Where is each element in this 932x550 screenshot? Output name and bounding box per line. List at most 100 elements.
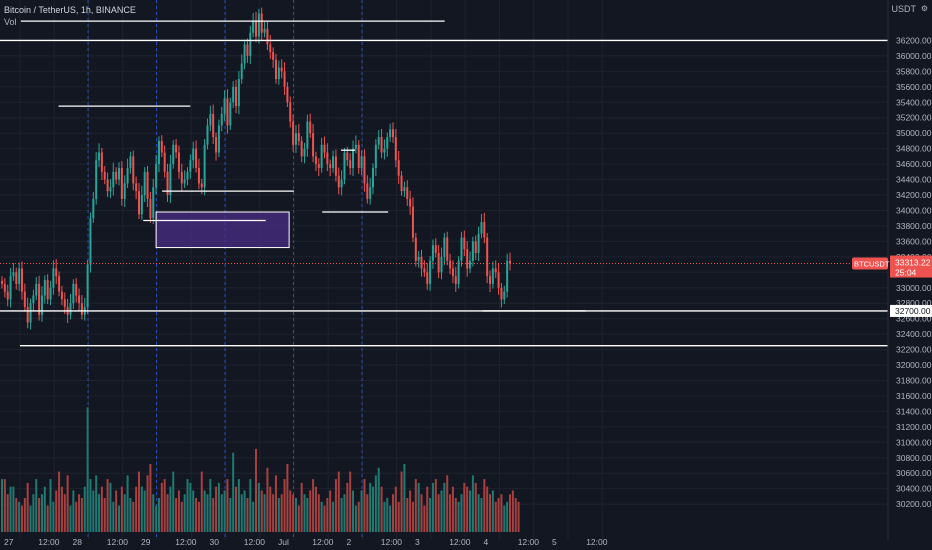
candle-body: [314, 156, 317, 165]
volume-bar: [360, 490, 363, 532]
candle-body: [189, 160, 192, 172]
volume-bar: [126, 475, 129, 532]
y-tick-label: 30800.00: [896, 453, 932, 463]
volume-bar: [289, 490, 292, 532]
volume-bar: [106, 479, 109, 532]
candle-body: [477, 233, 480, 253]
volume-bar: [517, 501, 520, 532]
volume-bar: [334, 479, 337, 532]
candle-body: [166, 171, 169, 196]
y-tick-label: 33600.00: [896, 236, 932, 246]
volume-bar: [377, 467, 380, 532]
volume-bar: [372, 486, 375, 532]
volume-bar: [237, 479, 240, 532]
volume-bar: [306, 498, 309, 532]
volume-bar: [443, 482, 446, 532]
volume-bar: [38, 498, 41, 532]
candle-body: [360, 156, 363, 168]
candle-body: [320, 144, 323, 168]
candle-body: [52, 268, 55, 288]
volume-bar: [12, 486, 15, 532]
y-tick-label: 32400.00: [896, 329, 932, 339]
candle-body: [240, 63, 243, 80]
symbol-title[interactable]: Bitcoin / TetherUS, 1h, BINANCE: [4, 5, 136, 15]
candle-body: [235, 86, 238, 107]
candle-body: [129, 156, 132, 168]
candle-body: [55, 268, 58, 277]
candle-body: [152, 187, 155, 219]
currency-label[interactable]: USDT: [891, 4, 917, 14]
volume-bar: [217, 482, 220, 532]
candle-body: [506, 260, 509, 292]
volume-bar: [320, 501, 323, 532]
candle-body: [403, 187, 406, 192]
y-tick-label: 32200.00: [896, 345, 932, 355]
candle-body: [406, 187, 409, 199]
candle-body: [155, 164, 158, 188]
volume-bar: [374, 475, 377, 532]
volume-bar: [454, 498, 457, 532]
candle-body: [263, 28, 266, 33]
candle-body: [146, 171, 149, 199]
candle-body: [269, 44, 272, 53]
volume-bar: [246, 498, 249, 532]
volume-bar: [215, 486, 218, 532]
candle-body: [423, 268, 426, 273]
level-badge[interactable]: [890, 304, 932, 317]
y-tick-label: 35000.00: [896, 128, 932, 138]
volume-bar: [369, 482, 372, 532]
candle-body: [226, 98, 229, 126]
candle-body: [354, 144, 357, 149]
volume-bar: [391, 494, 394, 532]
candle-body: [115, 171, 118, 180]
candle-body: [217, 125, 220, 153]
ticker-tag[interactable]: [852, 257, 888, 270]
price-badge[interactable]: [890, 255, 932, 278]
x-tick-label: 12:00: [312, 537, 334, 547]
volume-label[interactable]: Vol: [4, 17, 17, 27]
volume-bar: [346, 482, 349, 532]
x-tick-label: 27: [4, 537, 14, 547]
supply-zone-box[interactable]: [155, 211, 290, 249]
volume-bar: [260, 490, 263, 532]
x-tick-label: Jul: [278, 537, 289, 547]
candle-body: [209, 113, 212, 126]
candle-body: [332, 156, 335, 168]
y-tick-label: 31000.00: [896, 437, 932, 447]
candle-body: [140, 195, 143, 215]
volume-bar: [75, 501, 78, 532]
volume-bar: [511, 490, 514, 532]
volume-bar: [426, 486, 429, 532]
candle-body: [377, 137, 380, 145]
candle-body: [86, 264, 89, 308]
candle-body: [294, 133, 297, 145]
candle-body: [277, 67, 280, 80]
candle-body: [494, 268, 497, 273]
volume-bar: [446, 475, 449, 532]
y-tick-label: 32000.00: [896, 360, 932, 370]
volume-bar: [314, 486, 317, 532]
y-tick-label: 31600.00: [896, 391, 932, 401]
volume-bar: [269, 486, 272, 532]
y-tick-label: 33000.00: [896, 283, 932, 293]
candle-body: [349, 160, 352, 168]
volume-bar: [349, 471, 352, 532]
x-tick-label: 3: [415, 537, 420, 547]
settings-icon[interactable]: ⚙: [920, 4, 928, 13]
candle-body: [400, 175, 403, 192]
candle-body: [95, 160, 98, 199]
volume-bar: [497, 498, 500, 532]
volume-bar: [180, 501, 183, 532]
volume-bar: [477, 494, 480, 532]
volume-bar: [149, 464, 152, 532]
candle-body: [120, 167, 123, 199]
volume-bar: [72, 490, 75, 532]
volume-bar: [192, 490, 195, 532]
candle-body: [249, 32, 252, 56]
volume-bar: [23, 498, 26, 532]
volume-bar: [352, 490, 355, 532]
volume-bar: [92, 490, 95, 532]
candle-body: [100, 152, 103, 172]
volume-bar: [420, 494, 423, 532]
